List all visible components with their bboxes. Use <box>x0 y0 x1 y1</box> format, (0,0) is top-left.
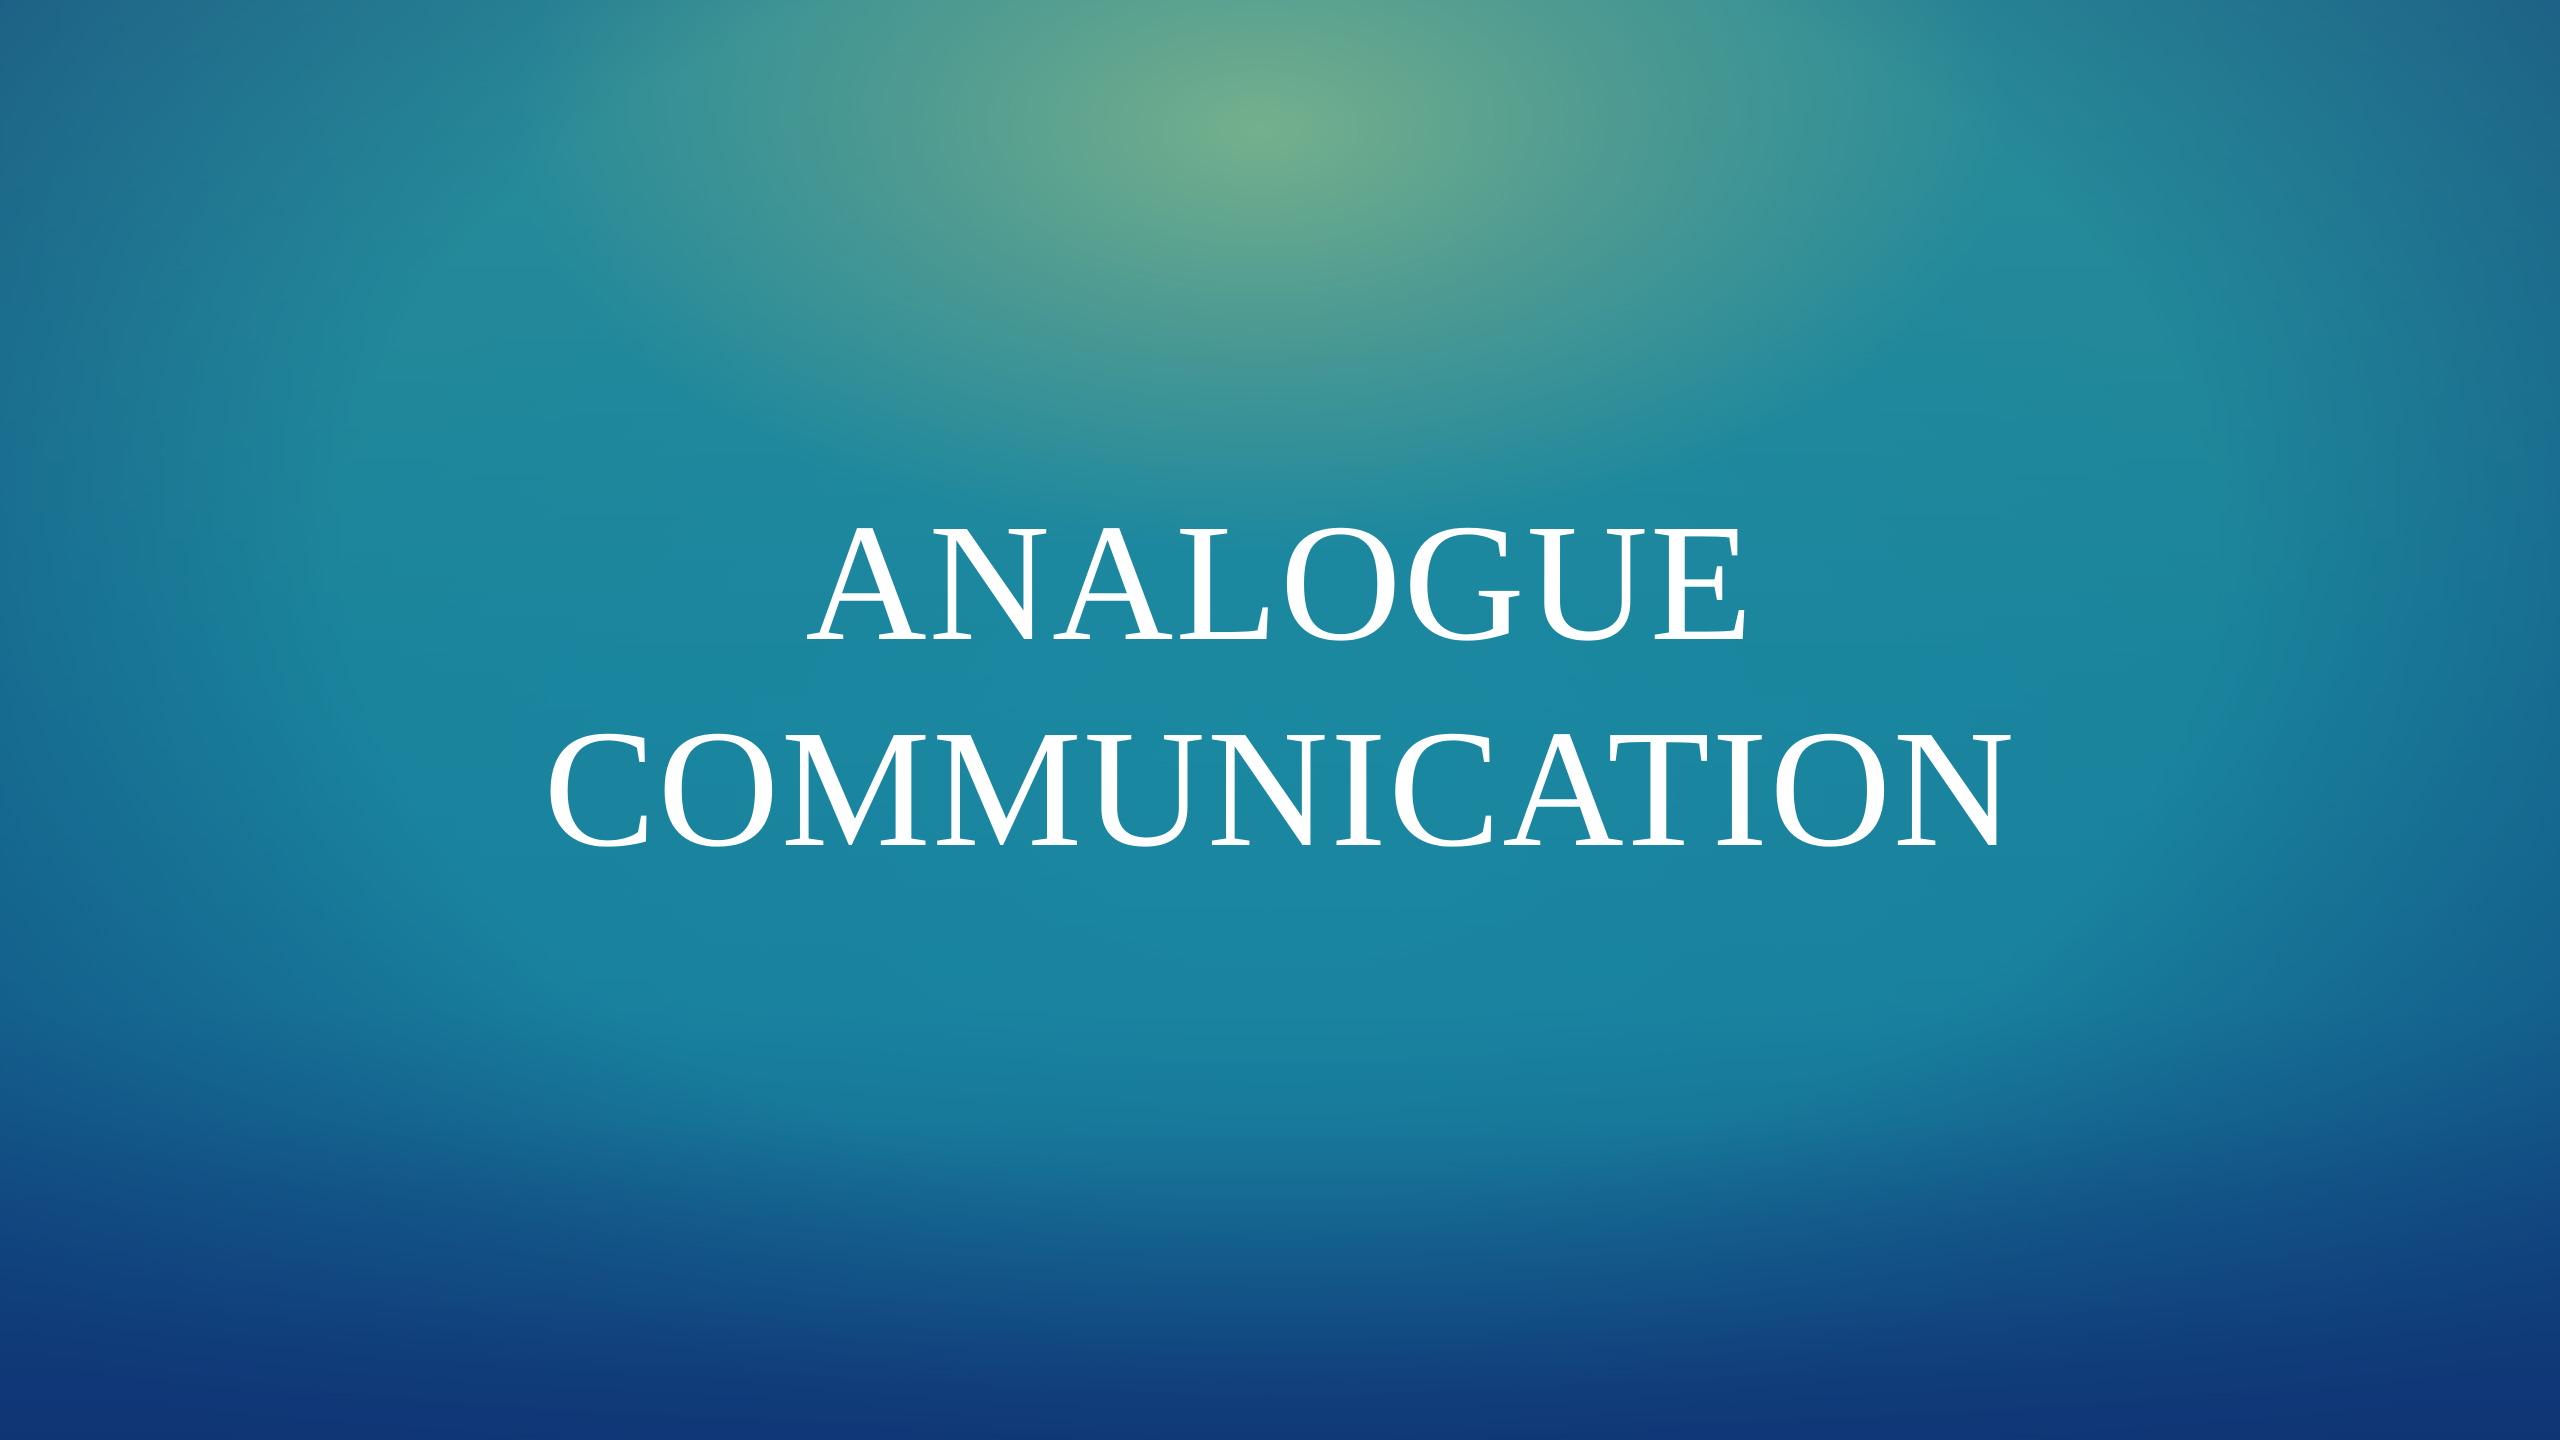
background-bottom-shade <box>0 1120 2560 1440</box>
slide-title-line-2: COMMUNICATION <box>543 696 2017 882</box>
slide-title: ANALOGUE COMMUNICATION <box>0 480 2560 892</box>
slide-title-line-1: ANALOGUE <box>805 490 1755 676</box>
